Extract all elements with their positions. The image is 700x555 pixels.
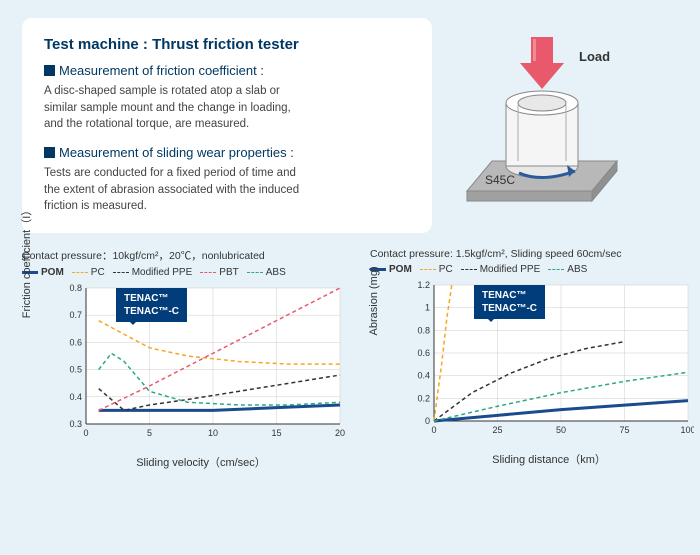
svg-text:0.8: 0.8	[417, 325, 430, 335]
svg-text:0.7: 0.7	[69, 310, 82, 320]
chart2-xlabel: Sliding distance（km）	[404, 451, 694, 467]
chart1-ylabel: Friction coefficient（I）	[18, 205, 34, 319]
section2-heading: Measurement of sliding wear properties :	[44, 145, 410, 160]
chart2-plot: 0 0.2 0.4 0.6 0.8 1 1.2 0 25 50 75 100	[404, 279, 694, 439]
svg-text:0.4: 0.4	[69, 392, 82, 402]
svg-text:75: 75	[619, 425, 629, 435]
info-title: Test machine : Thrust friction tester	[44, 36, 410, 53]
svg-text:0.8: 0.8	[69, 283, 82, 293]
chart2-caption: Contact pressure: 1.5kgf/cm², Sliding sp…	[370, 248, 694, 260]
load-label: Load	[579, 49, 610, 64]
chart2-ylabel: Abrasion (mg)	[368, 266, 380, 335]
svg-text:100: 100	[680, 425, 694, 435]
svg-text:0.6: 0.6	[417, 348, 430, 358]
friction-chart: Contact pressure：10kgf/cm²，20℃，nonlubric…	[22, 248, 346, 470]
svg-text:15: 15	[271, 428, 281, 438]
chart1-legend: POMPCModified PPEPBTABS	[22, 267, 346, 278]
load-arrow-icon	[520, 37, 564, 89]
svg-text:20: 20	[335, 428, 345, 438]
cylinder-icon	[506, 91, 578, 178]
chart1-plot: 0.3 0.4 0.5 0.6 0.7 0.8 0 5 10 15 20	[56, 282, 346, 442]
svg-text:0: 0	[431, 425, 436, 435]
tenac-badge: TENAC™TENAC™-C	[116, 288, 187, 322]
abrasion-chart: Contact pressure: 1.5kgf/cm², Sliding sp…	[370, 248, 694, 470]
svg-text:0: 0	[83, 428, 88, 438]
svg-text:10: 10	[208, 428, 218, 438]
chart1-xlabel: Sliding velocity（cm/sec）	[56, 454, 346, 470]
svg-text:1: 1	[425, 303, 430, 313]
svg-text:0.3: 0.3	[69, 419, 82, 429]
base-label: S45C	[485, 173, 515, 187]
svg-text:0: 0	[425, 416, 430, 426]
svg-text:25: 25	[492, 425, 502, 435]
svg-text:0.2: 0.2	[417, 393, 430, 403]
svg-text:5: 5	[147, 428, 152, 438]
svg-text:0.4: 0.4	[417, 371, 430, 381]
info-panel: Test machine : Thrust friction tester Me…	[22, 18, 432, 233]
section1-text: A disc-shaped sample is rotated atop a s…	[44, 83, 304, 133]
chart2-legend: POMPCModified PPEABS	[370, 264, 694, 275]
chart1-caption: Contact pressure：10kgf/cm²，20℃，nonlubric…	[22, 248, 346, 263]
section1-heading: Measurement of friction coefficient :	[44, 63, 410, 78]
svg-text:1.2: 1.2	[417, 280, 430, 290]
svg-text:0.5: 0.5	[69, 365, 82, 375]
svg-text:0.6: 0.6	[69, 337, 82, 347]
tenac-badge: TENAC™TENAC™-C	[474, 285, 545, 319]
svg-text:50: 50	[556, 425, 566, 435]
section2-text: Tests are conducted for a fixed period o…	[44, 165, 304, 215]
thrust-diagram: Load S45C	[452, 18, 632, 233]
